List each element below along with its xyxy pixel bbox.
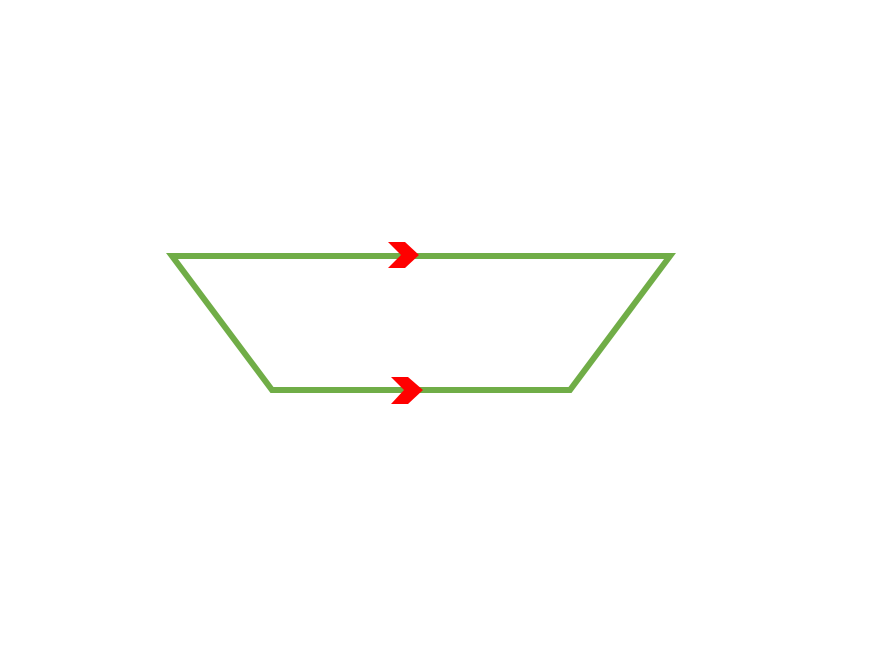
parallel-marker (388, 242, 419, 268)
parallel-marker (391, 377, 423, 404)
trapezoid (166, 253, 676, 393)
